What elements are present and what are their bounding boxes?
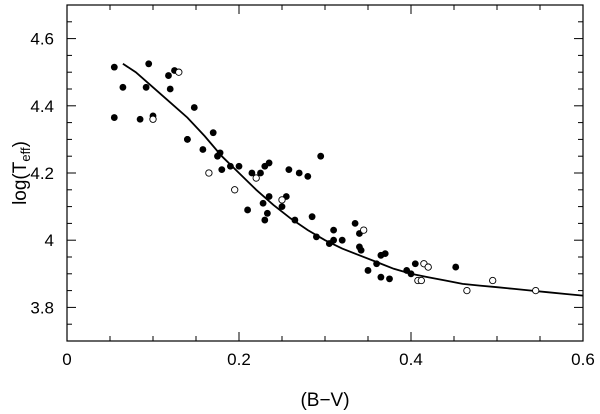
filled-data-point bbox=[377, 273, 385, 281]
filled-data-point bbox=[136, 115, 144, 123]
open-data-point bbox=[489, 276, 497, 285]
open-data-point bbox=[417, 276, 425, 285]
filled-data-point bbox=[338, 236, 346, 244]
filled-data-point bbox=[199, 146, 207, 153]
filled-data-point bbox=[265, 193, 273, 200]
filled-data-point bbox=[257, 169, 264, 177]
filled-data-point bbox=[110, 114, 118, 121]
x-axis-title: (B−V) bbox=[300, 390, 349, 411]
filled-data-point bbox=[142, 83, 150, 91]
filled-data-point bbox=[373, 260, 380, 268]
x-tick-label: 0 bbox=[62, 350, 71, 369]
filled-data-point bbox=[166, 85, 174, 93]
filled-data-point bbox=[304, 172, 312, 180]
filled-data-point bbox=[386, 275, 393, 283]
filled-data-point bbox=[308, 213, 316, 221]
y-tick-label: 4.2 bbox=[30, 164, 54, 183]
filled-data-point bbox=[145, 60, 153, 68]
filled-data-point bbox=[452, 263, 460, 271]
filled-data-point bbox=[119, 83, 127, 91]
open-data-point bbox=[532, 286, 540, 295]
y-axis-title-close: ) bbox=[10, 141, 31, 147]
filled-data-point bbox=[407, 270, 415, 278]
ticks-layer: 0 0.2 0.4 0.6 3.8 4 4.2 4.4 4.6 bbox=[30, 4, 595, 369]
open-data-point bbox=[231, 186, 239, 194]
y-tick-label: 3.8 bbox=[30, 298, 54, 317]
filled-data-point bbox=[263, 209, 271, 217]
y-axis-title-main: log(T bbox=[10, 161, 31, 205]
x-tick-label: 0.4 bbox=[399, 350, 423, 369]
filled-data-point bbox=[244, 206, 252, 214]
filled-data-point bbox=[261, 216, 269, 224]
filled-data-point bbox=[313, 233, 320, 241]
filled-data-point bbox=[248, 169, 256, 177]
filled-data-point bbox=[351, 220, 359, 227]
filled-data-point bbox=[259, 199, 267, 207]
x-tick-label: 0.2 bbox=[227, 350, 251, 369]
filled-data-point bbox=[291, 216, 299, 224]
y-axis-title: log(Teff) bbox=[10, 141, 33, 205]
filled-data-point bbox=[227, 162, 234, 170]
plot-frame bbox=[66, 4, 584, 342]
fit-curve-line bbox=[122, 63, 584, 297]
open-data-point bbox=[360, 226, 368, 234]
fit-curve-layer bbox=[122, 63, 584, 297]
filled-data-point bbox=[209, 129, 217, 137]
open-data-point bbox=[463, 286, 471, 295]
x-tick-label: 0.6 bbox=[571, 350, 595, 369]
open-data-point bbox=[252, 174, 260, 182]
y-tick-label: 4.6 bbox=[30, 30, 54, 49]
filled-data-point bbox=[165, 72, 172, 79]
y-axis-title-subscript: eff bbox=[18, 147, 33, 162]
open-data-point bbox=[149, 115, 157, 123]
filled-data-point bbox=[190, 104, 198, 111]
filled-data-point bbox=[317, 152, 325, 160]
open-data-point bbox=[205, 169, 213, 177]
filled-data-point bbox=[285, 166, 293, 174]
filled-data-point bbox=[357, 246, 365, 254]
filled-data-point bbox=[330, 236, 337, 244]
filled-data-point bbox=[364, 267, 372, 274]
data-points-layer bbox=[110, 60, 540, 295]
y-tick-label: 4 bbox=[45, 231, 54, 250]
filled-data-point bbox=[235, 162, 243, 170]
filled-data-point bbox=[214, 152, 221, 160]
filled-data-point bbox=[218, 166, 226, 174]
filled-data-point bbox=[110, 63, 118, 71]
open-data-point bbox=[175, 68, 183, 76]
filled-data-point bbox=[295, 169, 303, 177]
filled-data-point bbox=[278, 203, 286, 211]
filled-data-point bbox=[330, 226, 337, 234]
filled-data-point bbox=[381, 250, 389, 258]
filled-data-point bbox=[411, 260, 419, 268]
open-data-point bbox=[424, 263, 432, 271]
y-tick-label: 4.4 bbox=[30, 97, 54, 116]
filled-data-point bbox=[265, 159, 273, 167]
open-data-point bbox=[278, 196, 286, 204]
filled-data-point bbox=[184, 136, 191, 143]
